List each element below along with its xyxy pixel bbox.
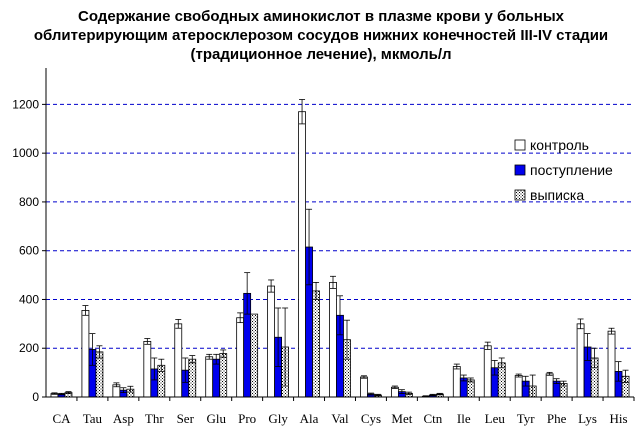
x-tick-label-ala: Ala [300, 411, 319, 426]
x-tick-label-val: Val [331, 411, 349, 426]
x-tick-label-cys: Cys [361, 411, 381, 426]
x-tick-label-ile: Ile [457, 411, 471, 426]
x-tick-label-ser: Ser [177, 411, 195, 426]
x-tick-label-glu: Glu [206, 411, 226, 426]
chart-title-line-1: Содержание свободных аминокислот в плазм… [78, 8, 564, 25]
x-tick-label-leu: Leu [485, 411, 506, 426]
chart-title: Содержание свободных аминокислот в плазм… [0, 7, 642, 64]
y-tick-label: 1000 [12, 146, 39, 160]
bar-tau-series-3 [95, 351, 104, 398]
bar-ser-series-1 [174, 323, 183, 398]
x-tick-label-asp: Asp [113, 411, 134, 426]
legend-label-2: поступление [530, 162, 613, 178]
bar-ala-series-3 [312, 290, 320, 398]
axes: 0 200 400 600 800 1000 1200 CA Tau Asp Thr Ser Glu Pr… [12, 68, 635, 426]
bar-pro-series-3 [250, 313, 259, 398]
bar-tyr-series-1 [514, 375, 523, 398]
bar-glu-series-1 [205, 356, 214, 398]
bars [50, 99, 630, 398]
bar-ile-series-1 [452, 366, 461, 398]
bar-his-series-1 [607, 330, 616, 398]
bar-val-series-1 [329, 281, 337, 398]
x-tick-label-tyr: Tyr [517, 411, 536, 426]
x-tick-label-gly: Gly [268, 411, 288, 426]
y-tick-label: 600 [19, 244, 39, 258]
x-tick-label-met: Met [391, 411, 412, 426]
x-tick-label-phe: Phe [547, 411, 567, 426]
y-tick-label: 1200 [12, 97, 39, 111]
legend-label-1: контроль [530, 137, 589, 153]
bar-phe-series-1 [545, 373, 554, 398]
x-tick-label-pro: Pro [238, 411, 256, 426]
bar-glu-series-3 [219, 353, 228, 398]
legend-swatch-3 [514, 189, 526, 201]
bar-tau-series-1 [81, 310, 90, 398]
legend-label-3: выписка [530, 187, 584, 203]
x-tick-label-his: His [609, 411, 627, 426]
bar-ile-series-3 [466, 379, 475, 398]
y-tick-label: 200 [19, 341, 39, 355]
bar-ala-series-1 [298, 111, 306, 398]
y-tick-label: 400 [19, 292, 39, 306]
legend-swatch-1 [514, 139, 526, 151]
x-tick-label-tau: Tau [83, 411, 103, 426]
bar-lys-series-1 [576, 323, 585, 398]
chart-title-line-3: (традиционное лечение), мкмоль/л [190, 46, 452, 63]
bar-glu-series-2 [212, 358, 221, 398]
x-tick-label-ctn: Ctn [423, 411, 442, 426]
bar-pro-series-1 [236, 317, 245, 398]
chart-title-line-2: облитерирующим атеросклерозом сосудов ни… [33, 27, 609, 44]
bar-ser-series-3 [188, 358, 197, 398]
y-tick-label: 0 [32, 390, 39, 404]
y-tick-label: 800 [19, 195, 39, 209]
bar-gly-series-1 [267, 285, 276, 398]
bar-cys-series-1 [360, 376, 368, 398]
x-tick-label-thr: Thr [145, 411, 164, 426]
bar-thr-series-1 [143, 341, 152, 398]
x-tick-label-lys: Lys [578, 411, 597, 426]
bar-leu-series-1 [483, 345, 492, 398]
legend-swatch-2 [514, 164, 526, 176]
x-tick-label-ca: CA [52, 411, 71, 426]
legend: контроль поступление выписка [514, 137, 613, 203]
